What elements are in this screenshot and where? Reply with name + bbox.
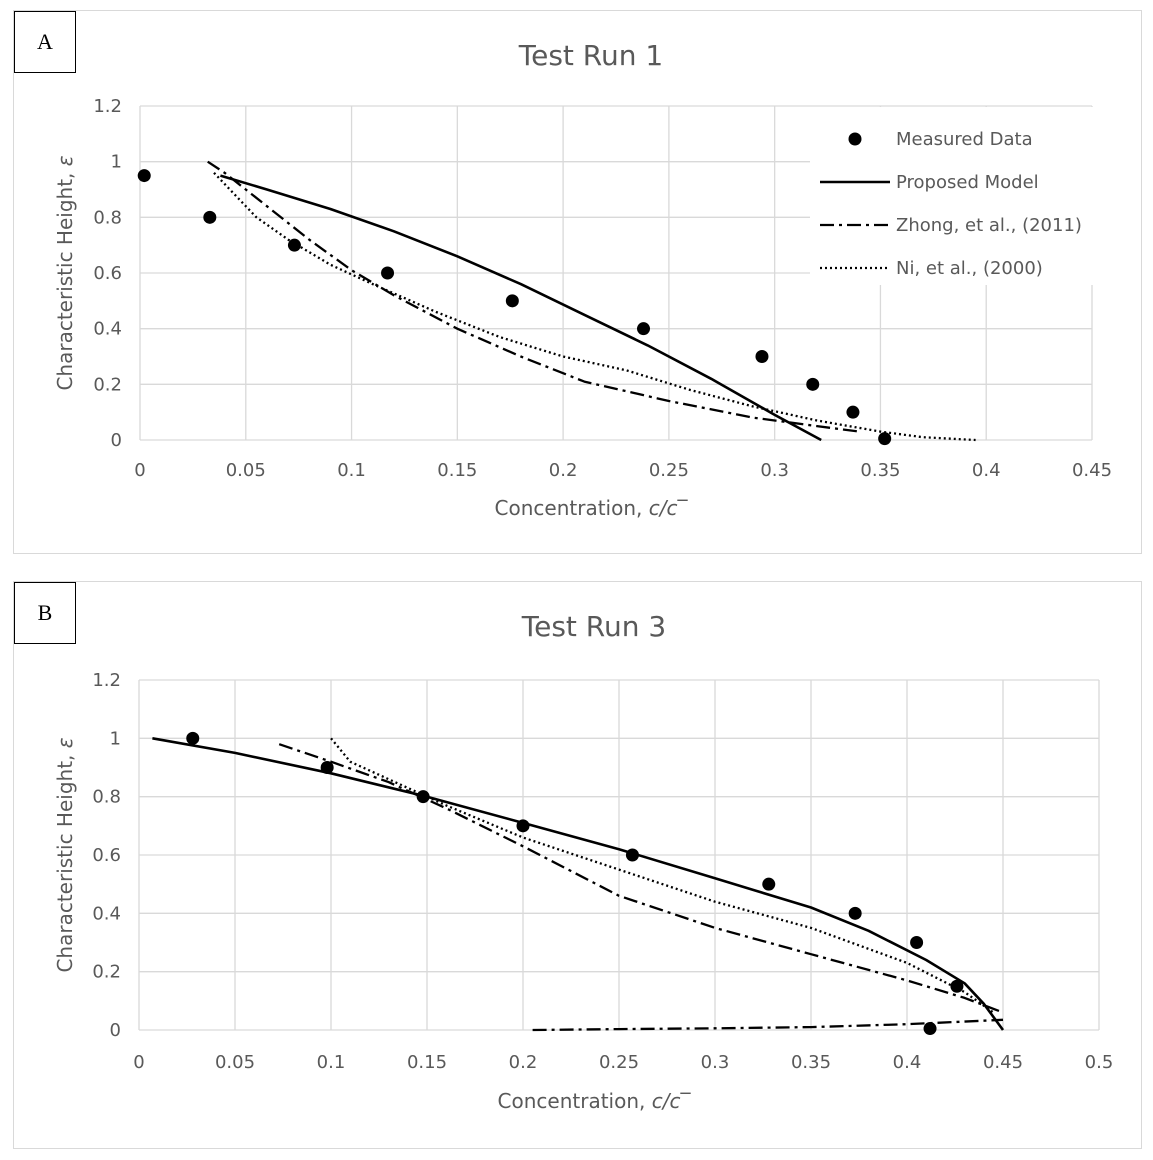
x-axis-label-symbol: c/c‾ xyxy=(652,1089,692,1113)
data-point xyxy=(762,877,776,891)
x-axis-label: Concentration, c/c‾ xyxy=(498,1089,692,1113)
x-tick-label: 0.15 xyxy=(407,1052,447,1073)
data-point xyxy=(203,210,217,224)
data-point xyxy=(755,350,769,363)
y-axis-label-text: Characteristic Height, xyxy=(53,748,77,972)
legend: Measured Data Proposed Model Zhong, et al.… xyxy=(810,107,1100,285)
y-axis-label: Characteristic Height, ε xyxy=(53,155,77,390)
series-line-solid xyxy=(220,174,822,442)
y-axis-label: Characteristic Height, ε xyxy=(53,737,77,972)
series-line-dashdot xyxy=(532,1018,1004,1032)
chart-title: Test Run 1 xyxy=(518,39,663,72)
y-tick-label: 0.6 xyxy=(93,263,122,284)
legend-marker xyxy=(848,132,862,146)
panel-a: A Test Run 1 0 0.05 0.1 0.15 0.2 0.25 0.3 0.35 0.… xyxy=(13,10,1142,554)
x-tick-label: 0.25 xyxy=(649,460,689,481)
series-measured-data xyxy=(186,731,964,1036)
y-tick-label: 0.8 xyxy=(92,787,121,808)
x-tick-label: 0.45 xyxy=(983,1052,1023,1073)
series-line-dashdot xyxy=(278,743,1004,1014)
panel-label-a: A xyxy=(14,11,76,73)
x-tick-label: 0.2 xyxy=(509,1052,538,1073)
data-point xyxy=(878,432,892,446)
data-point xyxy=(505,294,519,308)
x-tick-label: 0.3 xyxy=(760,460,789,481)
y-axis-label-symbol: ε xyxy=(53,737,77,748)
y-tick-label: 0 xyxy=(110,1020,121,1041)
data-point xyxy=(137,169,151,183)
chart-test-run-1: Test Run 1 0 0.05 0.1 0.15 0.2 0.25 0.3 0.35 0.4 0… xyxy=(53,39,1112,520)
panel-label-b: B xyxy=(14,582,76,644)
x-tick-label: 0.4 xyxy=(893,1052,922,1073)
data-point xyxy=(381,266,395,280)
x-tick-label: 0.3 xyxy=(701,1052,730,1073)
series-line-dotted xyxy=(330,737,995,1014)
y-tick-label: 0.2 xyxy=(92,962,121,983)
data-point xyxy=(848,906,862,920)
x-tick-label: 0.35 xyxy=(860,460,900,481)
x-axis-label-text: Concentration, xyxy=(498,1089,652,1113)
y-tick-label: 0.6 xyxy=(92,845,121,866)
series-line-dotted xyxy=(213,172,976,442)
y-tick-label: 1 xyxy=(111,152,122,173)
x-tick-label: 0.15 xyxy=(437,460,477,481)
y-tick-label: 1.2 xyxy=(93,96,122,117)
legend-label: Proposed Model xyxy=(896,172,1039,193)
data-point xyxy=(806,377,820,391)
data-point xyxy=(846,405,860,419)
x-tick-label: 0.1 xyxy=(317,1052,346,1073)
x-tick-label: 0.4 xyxy=(972,460,1001,481)
y-tick-label: 0.4 xyxy=(93,319,122,340)
y-tick-label: 0.2 xyxy=(93,374,122,395)
y-tick-label: 0.8 xyxy=(93,207,122,228)
legend-label: Measured Data xyxy=(896,129,1033,150)
series-measured-data xyxy=(137,169,892,446)
series-line-dashdot xyxy=(207,160,860,433)
y-tick-label: 0 xyxy=(111,430,122,451)
x-tick-label: 0.5 xyxy=(1085,1052,1114,1073)
y-tick-label: 1.2 xyxy=(92,670,121,691)
y-axis-label-symbol: ε xyxy=(53,155,77,166)
x-tick-label: 0.45 xyxy=(1072,460,1112,481)
data-point xyxy=(910,936,924,949)
x-tick-label: 0 xyxy=(133,1052,144,1073)
y-axis-label-text: Characteristic Height, xyxy=(53,166,77,390)
y-tick-label: 1 xyxy=(110,728,121,749)
chart-title: Test Run 3 xyxy=(521,610,666,643)
x-tick-label: 0.25 xyxy=(599,1052,639,1073)
series-line-solid xyxy=(152,737,1005,1031)
legend-label: Ni, et al., (2000) xyxy=(896,258,1043,279)
panel-b: B Test Run 3 0 0.05 0.1 0.15 0.2 0.25 0.3 0.35 0.… xyxy=(13,581,1142,1149)
x-tick-label: 0.05 xyxy=(215,1052,255,1073)
x-tick-label: 0.2 xyxy=(549,460,578,481)
x-tick-label: 0.35 xyxy=(791,1052,831,1073)
data-point xyxy=(950,979,964,993)
x-axis-label: Concentration, c/c‾ xyxy=(495,496,689,520)
x-axis-label-symbol: c/c‾ xyxy=(649,496,689,520)
x-tick-label: 0.1 xyxy=(337,460,366,481)
x-tick-label: 0.05 xyxy=(226,460,266,481)
x-tick-label: 0 xyxy=(134,460,145,481)
y-tick-label: 0.4 xyxy=(92,903,121,924)
data-point xyxy=(637,322,651,336)
chart-test-run-3: Test Run 3 0 0.05 0.1 0.15 0.2 0.25 0.3 0.35 0.4 0… xyxy=(53,610,1114,1113)
data-point xyxy=(186,731,200,745)
legend-label: Zhong, et al., (2011) xyxy=(896,215,1082,236)
data-point xyxy=(287,238,301,252)
data-point xyxy=(923,1022,937,1036)
x-axis-label-text: Concentration, xyxy=(495,496,649,520)
